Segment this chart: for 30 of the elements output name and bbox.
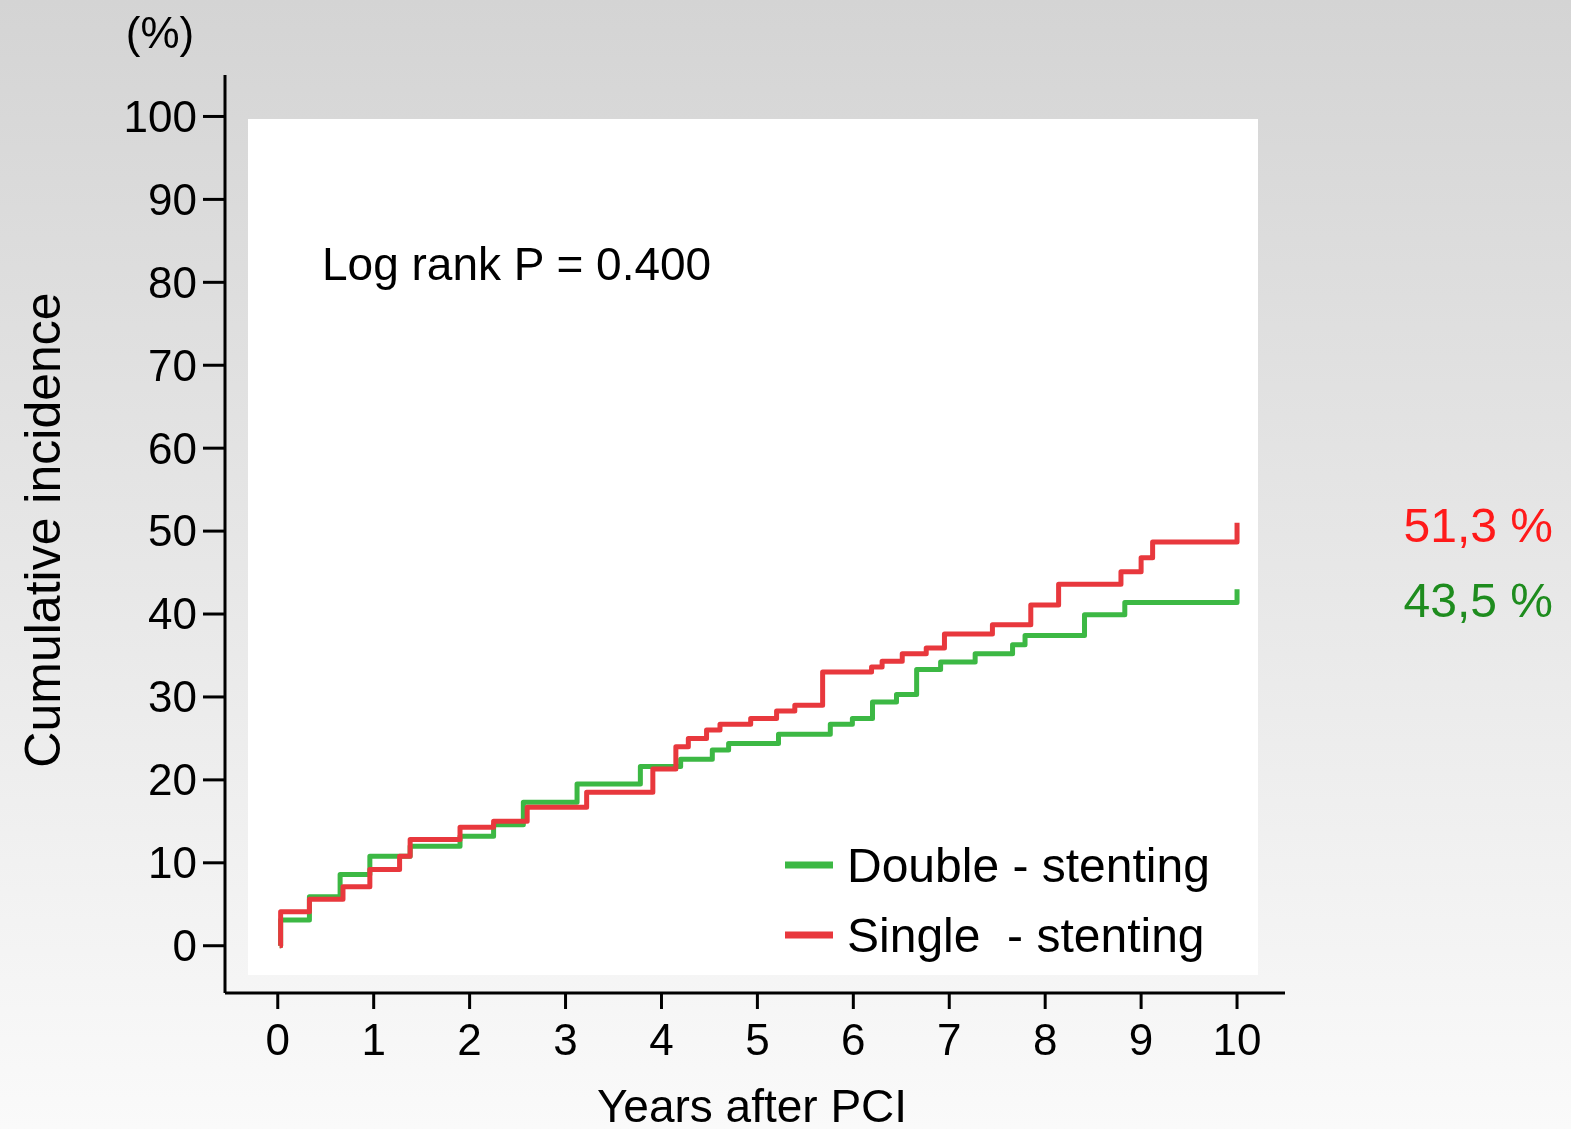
y-tick-label: 40: [148, 589, 197, 639]
legend-label: Double - stenting: [847, 838, 1210, 892]
y-tick-label: 60: [148, 423, 197, 473]
y-tick-label: 80: [148, 257, 197, 307]
y-tick-label: 30: [148, 672, 197, 722]
x-tick-label: 1: [361, 1015, 386, 1064]
x-tick-label: 6: [841, 1015, 866, 1064]
y-tick-label: 20: [148, 755, 197, 805]
text: 43,5 %: [1403, 573, 1553, 627]
x-tick-label: 7: [937, 1015, 962, 1064]
x-tick-label: 5: [745, 1015, 770, 1064]
legend-label: Single - stenting: [847, 908, 1205, 962]
y-tick-label: 10: [148, 838, 197, 888]
y-tick-label: 50: [148, 506, 197, 556]
y-tick-label: 70: [148, 340, 197, 390]
x-tick-label: 4: [649, 1015, 674, 1064]
y-tick-label: 100: [123, 91, 197, 141]
x-tick-label: 10: [1212, 1015, 1262, 1064]
y-tick-label: 0: [172, 921, 197, 971]
x-tick-label: 2: [457, 1015, 482, 1064]
x-tick-label: 3: [553, 1015, 578, 1064]
text: (%): [125, 8, 195, 57]
x-tick-label: 9: [1128, 1015, 1154, 1064]
text: 51,3 %: [1403, 499, 1553, 553]
x-axis-title: Years after PCI: [596, 1080, 908, 1129]
y-axis-title: Cumulative incidence: [15, 292, 71, 768]
annotation: Log rank P = 0.400: [322, 238, 712, 290]
x-tick-label: 0: [265, 1015, 290, 1064]
x-tick-label: 8: [1032, 1015, 1058, 1064]
y-tick-label: 90: [148, 174, 197, 224]
